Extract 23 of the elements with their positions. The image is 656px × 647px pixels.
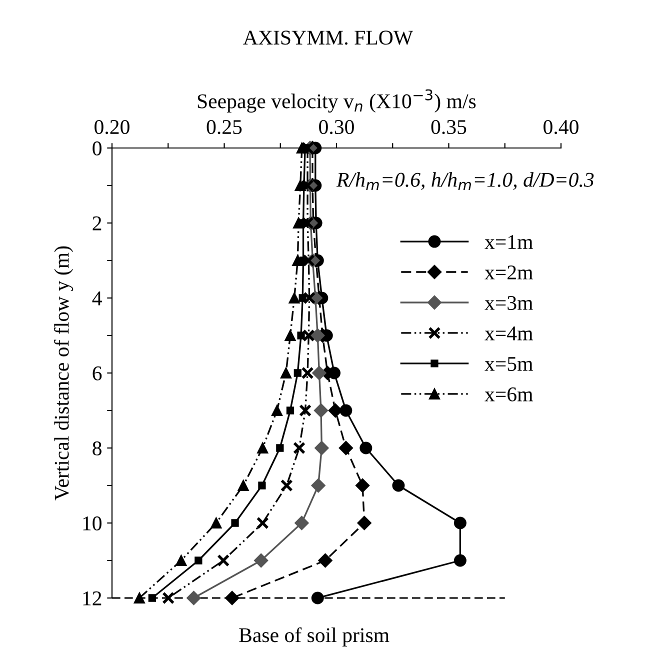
y-tick-label: 0 (92, 141, 102, 156)
x-axis-title: Seepage velocity v$_{n}$ (X10$^{−3}$) m/s (198, 89, 476, 113)
y-tick-label: 8 (92, 441, 102, 456)
legend-label: x=3m (484, 296, 533, 310)
chart-title: AXISYMM. FLOW (243, 30, 414, 45)
y-tick-label: 2 (92, 216, 102, 230)
x-tick-label: 0.30 (319, 120, 354, 134)
legend-label: x=1m (484, 235, 533, 249)
x-tick-label: 0.20 (94, 120, 130, 134)
x-tick-label: 0.35 (431, 120, 466, 134)
y-tick-label: 4 (92, 292, 102, 306)
x-tick-label: 0.40 (544, 120, 578, 134)
legend-label: x=2m (484, 266, 533, 280)
annotation: R/h$_{m}$=0.6, h/h$_{m}$=1.0, d/D=0.3 (336, 172, 594, 190)
y-tick-label: 10 (83, 516, 102, 530)
legend-label: x=6m (484, 387, 533, 402)
ref-line-label: Base of soil prism (239, 627, 390, 646)
legend-label: x=4m (484, 326, 533, 340)
legend-label: x=5m (484, 357, 533, 371)
y-axis-title: Vertical distance of flow y (m) (54, 246, 74, 500)
y-tick-label: 12 (83, 591, 102, 606)
y-tick-label: 6 (92, 366, 102, 380)
x-tick-label: 0.25 (206, 120, 242, 134)
